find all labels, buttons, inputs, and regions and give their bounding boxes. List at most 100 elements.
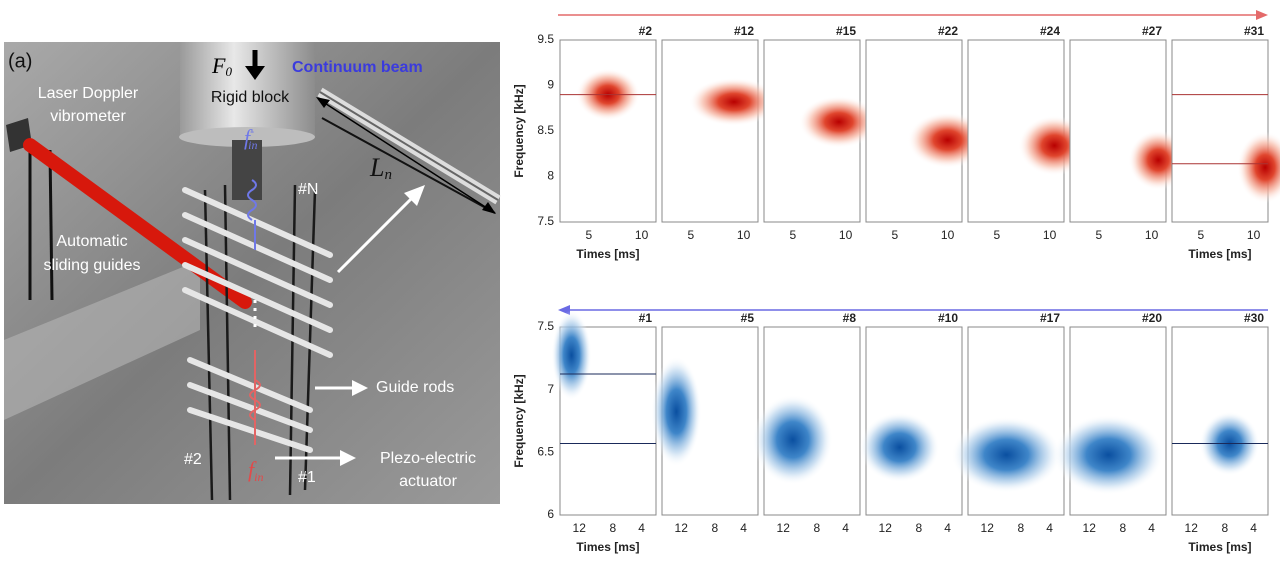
spectrogram-energy — [651, 356, 702, 467]
y-tick-label: 9.5 — [537, 32, 554, 46]
y-axis-label: Frequency [kHz] — [512, 374, 526, 467]
panel-label: #31 — [1244, 24, 1264, 38]
actuator-label: Plezo-electric — [380, 450, 476, 467]
panel-label: #30 — [1244, 311, 1264, 325]
cell-label: #1 — [298, 469, 316, 486]
y-tick-label: 6 — [547, 507, 554, 521]
panel-label: #5 — [741, 311, 755, 325]
x-tick-label: 4 — [1250, 521, 1257, 535]
spectrogram-panel — [1171, 326, 1269, 516]
x-tick-label: 12 — [777, 521, 791, 535]
panel-label: #2 — [639, 24, 653, 38]
x-tick-label: 10 — [635, 228, 649, 242]
x-tick-label: 12 — [981, 521, 995, 535]
y-axis-label: Frequency [kHz] — [512, 84, 526, 177]
subscript: in — [254, 470, 263, 484]
photo: (a) F0 Rigid block Continuum beam Laser … — [4, 42, 501, 504]
x-axis-label: Times [ms] — [1188, 540, 1251, 554]
panel-label: #12 — [734, 24, 754, 38]
y-tick-label: 6.5 — [537, 445, 554, 459]
length-label: Ln — [369, 153, 392, 183]
subscript: 0 — [225, 64, 232, 79]
x-tick-label: 10 — [839, 228, 853, 242]
subscript: n — [384, 167, 392, 183]
x-tick-label: 10 — [941, 228, 955, 242]
x-tick-label: 4 — [638, 521, 645, 535]
subscript: in — [248, 138, 257, 152]
spectrogram-energy — [951, 416, 1062, 493]
arrow-head — [1256, 10, 1268, 20]
spectrogram-energy — [859, 412, 940, 483]
panel-label: #24 — [1040, 24, 1060, 38]
y-tick-label: 8 — [547, 169, 554, 183]
vibrometer-label: Laser Doppler — [38, 85, 139, 102]
x-tick-label: 8 — [609, 521, 616, 535]
x-tick-label: 10 — [1145, 228, 1159, 242]
input-signal-label: fin — [248, 457, 263, 484]
x-tick-label: 8 — [813, 521, 820, 535]
spectrogram-energy — [689, 77, 779, 126]
symbol: f — [244, 125, 253, 150]
symbol: F — [211, 53, 226, 78]
x-tick-label: 8 — [1221, 521, 1228, 535]
x-tick-label: 10 — [1247, 228, 1261, 242]
vibrometer-label: vibrometer — [50, 108, 126, 125]
y-tick-label: 8.5 — [537, 123, 554, 137]
panel-label: #10 — [938, 311, 958, 325]
superscript: - — [250, 124, 254, 138]
x-tick-label: 5 — [1095, 228, 1102, 242]
x-tick-label: 10 — [737, 228, 751, 242]
cell-label: #N — [298, 181, 318, 198]
output-signal-label: f-in — [244, 124, 257, 152]
y-tick-label: 7.5 — [537, 214, 554, 228]
panel-label: #20 — [1142, 311, 1162, 325]
x-tick-label: 5 — [585, 228, 592, 242]
x-tick-label: 4 — [944, 521, 951, 535]
y-tick-label: 7 — [547, 382, 554, 396]
spectrogram-panel — [559, 39, 657, 223]
panel-label: #22 — [938, 24, 958, 38]
x-tick-label: 8 — [1119, 521, 1126, 535]
x-tick-label: 8 — [711, 521, 718, 535]
x-tick-label: 4 — [842, 521, 849, 535]
symbol: f — [248, 457, 257, 482]
y-tick-label: 9 — [547, 78, 554, 92]
actuator-label: actuator — [399, 473, 457, 490]
x-tick-label: 8 — [915, 521, 922, 535]
force-label: F0 — [211, 53, 232, 79]
spectrogram-energy — [1237, 131, 1280, 204]
rigid-block-label: Rigid block — [211, 89, 290, 106]
x-tick-label: 12 — [675, 521, 689, 535]
x-tick-label: 12 — [879, 521, 893, 535]
x-tick-label: 5 — [789, 228, 796, 242]
panel-label: #17 — [1040, 311, 1060, 325]
continuum-beam-label: Continuum beam — [292, 59, 423, 76]
x-tick-label: 12 — [573, 521, 587, 535]
x-tick-label: 5 — [993, 228, 1000, 242]
guide-rods-label: Guide rods — [376, 379, 454, 396]
spectrogram-energy — [1053, 414, 1164, 495]
x-tick-label: 12 — [1185, 521, 1199, 535]
x-tick-label: 12 — [1083, 521, 1097, 535]
spectrogram-energy — [752, 394, 833, 485]
x-tick-label: 5 — [1197, 228, 1204, 242]
cell-label: #2 — [184, 451, 202, 468]
x-tick-label: 10 — [1043, 228, 1057, 242]
x-tick-label: 8 — [1017, 521, 1024, 535]
x-axis-label: Times [ms] — [1188, 247, 1251, 261]
spectrogram-panel — [1069, 39, 1167, 223]
guides-label: sliding guides — [44, 257, 141, 274]
x-axis-label: Times [ms] — [576, 540, 639, 554]
x-tick-label: 4 — [740, 521, 747, 535]
spectrogram-energy — [551, 310, 592, 401]
panel-label: (a) — [8, 50, 32, 72]
spectrogram-panel — [661, 39, 759, 223]
panel-label: #15 — [836, 24, 856, 38]
panel-label: #8 — [843, 311, 857, 325]
y-tick-label: 7.5 — [537, 319, 554, 333]
x-tick-label: 5 — [891, 228, 898, 242]
panel-label: #1 — [639, 311, 653, 325]
symbol: L — [369, 153, 384, 182]
x-tick-label: 4 — [1046, 521, 1053, 535]
